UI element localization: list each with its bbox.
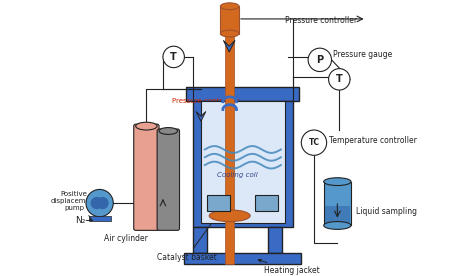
Text: P: P <box>316 55 323 65</box>
Bar <box>255 195 278 211</box>
FancyBboxPatch shape <box>157 129 180 230</box>
FancyBboxPatch shape <box>134 124 159 230</box>
Text: Cooling coil: Cooling coil <box>217 172 257 178</box>
Bar <box>201 101 285 222</box>
Ellipse shape <box>324 222 351 229</box>
Bar <box>324 182 351 225</box>
Circle shape <box>163 46 184 68</box>
Ellipse shape <box>220 3 239 10</box>
Circle shape <box>91 197 103 209</box>
Circle shape <box>96 197 109 209</box>
Text: T: T <box>170 52 177 62</box>
Text: Pressure controller: Pressure controller <box>285 16 357 25</box>
Bar <box>325 206 350 225</box>
Bar <box>220 6 239 34</box>
Text: Air cylinder: Air cylinder <box>103 221 147 243</box>
Bar <box>186 87 300 101</box>
Text: Liquid sampling: Liquid sampling <box>356 207 417 216</box>
Text: Temperature controller: Temperature controller <box>328 136 417 145</box>
Text: Pressure gauge: Pressure gauge <box>333 51 392 59</box>
Bar <box>184 253 301 264</box>
Polygon shape <box>223 40 235 52</box>
Text: Heating jacket: Heating jacket <box>258 259 320 275</box>
Bar <box>193 227 207 253</box>
Text: T: T <box>336 74 343 84</box>
Text: Catalyst basket: Catalyst basket <box>157 214 218 262</box>
Circle shape <box>86 189 113 217</box>
Text: TC: TC <box>309 138 319 147</box>
Bar <box>89 216 110 221</box>
Ellipse shape <box>209 210 250 222</box>
Text: Pressure controller:: Pressure controller: <box>172 98 239 104</box>
Ellipse shape <box>136 122 157 130</box>
Circle shape <box>301 130 327 155</box>
Ellipse shape <box>220 30 239 37</box>
Bar <box>268 227 282 253</box>
Ellipse shape <box>324 178 351 185</box>
Text: N₂: N₂ <box>75 216 85 225</box>
Bar <box>207 195 230 211</box>
Polygon shape <box>196 112 206 121</box>
Bar <box>225 6 234 264</box>
Circle shape <box>328 69 350 90</box>
Circle shape <box>308 48 331 71</box>
Bar <box>193 101 292 227</box>
Ellipse shape <box>159 128 178 134</box>
Text: Positive
displacement
pump: Positive displacement pump <box>51 191 98 211</box>
